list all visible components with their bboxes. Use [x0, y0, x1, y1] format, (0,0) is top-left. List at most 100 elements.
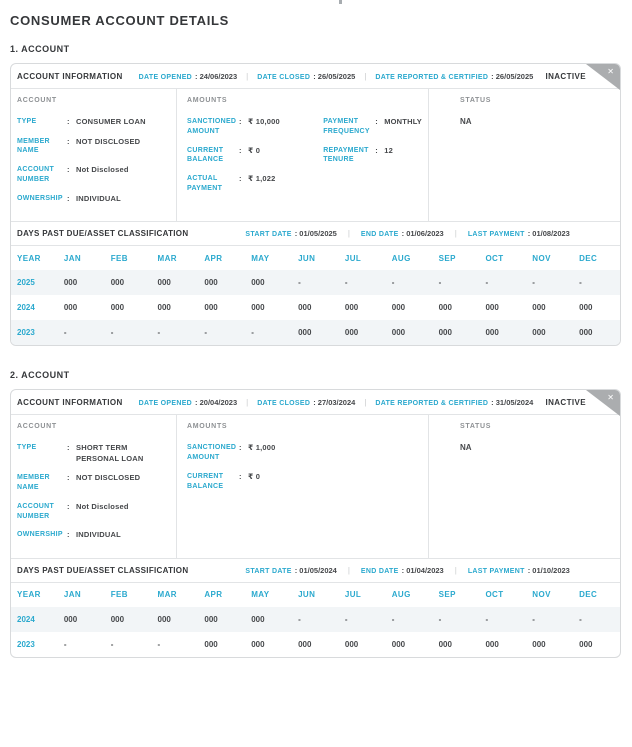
amounts-subcolumn-2 — [327, 443, 422, 500]
colon — [375, 146, 384, 166]
dpd-cell: 000 — [485, 639, 499, 649]
dpd-cell: 000 — [251, 303, 265, 313]
dpd-col-header: DEC — [579, 253, 598, 263]
status-column-heading: STATUS — [460, 97, 492, 104]
dpd-col-header: JUL — [344, 253, 362, 263]
account-information-header: ACCOUNT INFORMATION DATE OPENED20/04/202… — [11, 390, 620, 416]
separator — [364, 72, 366, 81]
status-value: NA — [460, 117, 472, 126]
header-meta: DATE OPENED24/06/2023 DATE CLOSED26/05/2… — [139, 72, 534, 81]
page-title: CONSUMER ACCOUNT DETAILS — [10, 13, 230, 28]
dpd-row: 2025 000 000 000 000 000 - - - - - - - — [11, 270, 620, 296]
dpd-year: 2024 — [17, 614, 35, 624]
date-closed: DATE CLOSED26/05/2025 — [257, 72, 355, 81]
dpd-cell: 000 — [63, 614, 78, 624]
separator — [364, 398, 366, 407]
close-icon[interactable]: ✕ — [607, 67, 614, 76]
account-section-1: 1. ACCOUNT ✕ ACCOUNT INFORMATION DATE OP… — [10, 44, 621, 347]
colon — [67, 117, 76, 128]
dpd-cell: - — [204, 328, 208, 338]
status-value: NA — [460, 443, 472, 453]
dpd-col-header: AUG — [391, 590, 411, 600]
start-date: START DATE01/05/2024 — [245, 566, 336, 575]
dpd-col-header: SEP — [438, 590, 456, 600]
dpd-cell: 000 — [391, 639, 406, 649]
dpd-cell: 000 — [298, 639, 312, 649]
dpd-title: DAYS PAST DUE/ASSET CLASSIFICATION — [17, 229, 189, 239]
dpd-cell: - — [298, 278, 301, 288]
dpd-cell: 000 — [63, 303, 78, 313]
colon — [239, 174, 248, 194]
dpd-cell: - — [63, 328, 67, 338]
last-payment: LAST PAYMENT01/10/2023 — [468, 566, 570, 575]
header-meta: DATE OPENED20/04/2023 DATE CLOSED27/03/2… — [139, 398, 534, 407]
dpd-cell: 000 — [157, 278, 171, 288]
dpd-cell: 000 — [532, 639, 546, 649]
field-current-balance: CURRENT BALANCE₹ 0 — [187, 472, 327, 492]
colon — [67, 502, 76, 522]
status-column-heading: STATUS — [460, 423, 492, 431]
dpd-cell: 000 — [110, 303, 125, 313]
account-information-title: ACCOUNT INFORMATION — [17, 71, 123, 81]
dpd-cell: 000 — [110, 614, 125, 624]
dpd-cell: 000 — [204, 303, 218, 313]
separator — [246, 398, 248, 407]
account-column: ACCOUNT TYPECONSUMER LOAN MEMBER NAMENOT… — [11, 89, 176, 221]
dpd-row: 2024 000 000 000 000 000 000 000 000 000… — [11, 295, 620, 320]
colon — [375, 117, 384, 137]
dpd-cell: - — [110, 639, 114, 649]
dpd-cell: - — [579, 278, 582, 288]
dpd-col-header: JUL — [344, 590, 362, 600]
dpd-col-header: MAY — [251, 590, 270, 600]
field-type: TYPESHORT TERM PERSONAL LOAN — [17, 443, 170, 464]
dpd-cell: 000 — [438, 328, 452, 338]
dpd-col-header: OCT — [485, 590, 504, 600]
amounts-column-heading: AMOUNTS — [187, 423, 228, 431]
dpd-col-header: JUN — [298, 590, 316, 600]
dpd-cell: 000 — [204, 639, 218, 649]
dpd-year: 2024 — [17, 303, 35, 313]
dpd-cell: 000 — [110, 278, 125, 288]
dpd-cell: - — [251, 328, 254, 338]
colon — [67, 443, 76, 464]
dpd-cell: 000 — [298, 328, 312, 338]
dpd-cell: 000 — [251, 639, 265, 649]
corner-ribbon — [586, 390, 620, 417]
close-icon[interactable]: ✕ — [607, 393, 614, 403]
dpd-row: 2023 - - - 000 000 000 000 000 000 000 0… — [11, 632, 620, 657]
field-type: TYPECONSUMER LOAN — [17, 117, 170, 128]
dpd-cell: - — [532, 278, 535, 288]
account-information-title: ACCOUNT INFORMATION — [17, 397, 123, 407]
dpd-year: 2025 — [17, 278, 35, 288]
dpd-cell: 000 — [204, 614, 218, 624]
dpd-table: YEAR JAN FEB MAR APR MAY JUN JUL AUG SEP… — [11, 246, 620, 346]
dpd-cell: 000 — [485, 303, 499, 313]
separator — [246, 72, 248, 81]
dpd-cell: 000 — [579, 639, 593, 649]
account-column-heading: ACCOUNT — [17, 423, 57, 431]
dpd-title: DAYS PAST DUE/ASSET CLASSIFICATION — [17, 565, 189, 575]
dpd-cell: 000 — [157, 614, 171, 624]
dpd-row: 2023 - - - - - 000 000 000 000 000 000 0… — [11, 320, 620, 346]
dpd-col-header: APR — [204, 590, 223, 600]
dpd-cell: 000 — [532, 328, 546, 338]
dpd-col-header: NOV — [532, 590, 551, 600]
dpd-cell: - — [344, 614, 348, 624]
dpd-cell: 000 — [204, 278, 218, 288]
dpd-col-header: SEP — [438, 253, 456, 263]
dpd-cell: - — [579, 614, 582, 624]
separator — [455, 229, 457, 238]
separator — [348, 229, 350, 238]
status-badge: INACTIVE — [545, 71, 586, 81]
amounts-subcolumn-1: SANCTIONED AMOUNT₹ 1,000 CURRENT BALANCE… — [187, 443, 327, 500]
dpd-cell: 000 — [485, 328, 499, 338]
account-section-title: 1. ACCOUNT — [10, 44, 70, 54]
consumer-account-details-page: CONSUMER ACCOUNT DETAILS 1. ACCOUNT ✕ AC… — [0, 0, 632, 658]
account-section-2: 2. ACCOUNT ✕ ACCOUNT INFORMATION DATE OP… — [10, 370, 621, 658]
separator — [455, 566, 457, 575]
date-opened: DATE OPENED20/04/2023 — [139, 398, 237, 407]
account-column: ACCOUNT TYPESHORT TERM PERSONAL LOAN MEM… — [11, 415, 176, 558]
field-current-balance: CURRENT BALANCE₹ 0 — [187, 146, 323, 166]
field-ownership: OWNERSHIPINDIVIDUAL — [17, 530, 170, 541]
colon — [239, 472, 248, 492]
